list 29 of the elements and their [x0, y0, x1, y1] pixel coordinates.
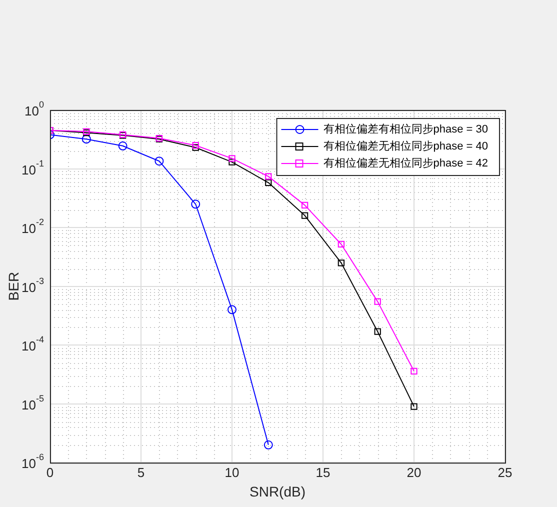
x-tick-label: 0: [46, 464, 54, 480]
point: [154, 156, 164, 166]
point: [191, 200, 200, 209]
point: [228, 155, 236, 162]
x-tick-label: 10: [224, 464, 240, 480]
point: [228, 158, 236, 166]
x-tick-label: 20: [406, 464, 422, 480]
legend-label: 有相位偏差无相位同步phase = 42: [323, 156, 488, 170]
x-tick-label: 25: [498, 464, 512, 480]
point: [265, 173, 272, 180]
point: [410, 368, 418, 374]
point: [228, 305, 236, 314]
point: [82, 134, 91, 144]
point: [301, 202, 308, 209]
point: [264, 440, 273, 450]
point: [301, 212, 308, 219]
x-axis-title: SNR(dB): [249, 483, 306, 500]
legend-label: 有相位偏差无相位同步phase = 40: [323, 140, 488, 153]
point: [410, 403, 418, 410]
point: [374, 328, 381, 335]
x-tick-label: 5: [137, 464, 145, 480]
x-tick-label: 15: [316, 464, 330, 480]
y-axis-title: BER: [5, 272, 22, 301]
point: [118, 141, 128, 150]
legend-label: 有相位偏差有相位同步phase = 30: [323, 122, 488, 136]
point: [374, 298, 381, 305]
point: [338, 260, 345, 266]
point: [265, 179, 272, 186]
point: [338, 240, 345, 248]
